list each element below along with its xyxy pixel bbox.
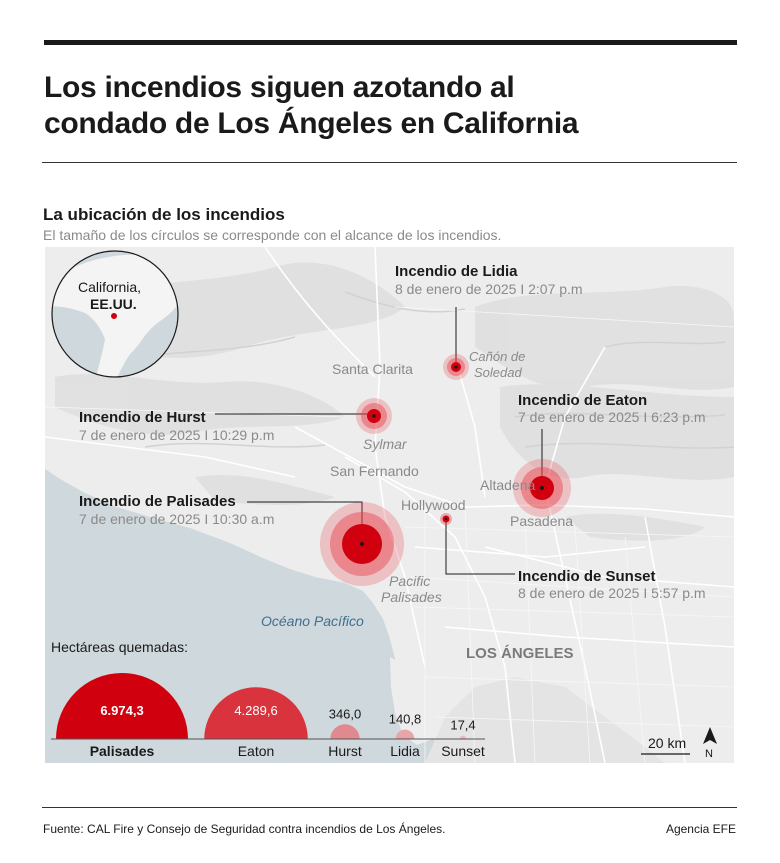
legend-value-sunset: 17,4 (450, 718, 475, 733)
north-arrow: N (703, 727, 717, 760)
fire-lidia-date: 8 de enero de 2025 I 2:07 p.m (395, 281, 583, 297)
legend-title: Hectáreas quemadas: (51, 639, 188, 655)
fire-palisades-date: 7 de enero de 2025 I 10:30 a.m (79, 511, 274, 527)
title-divider (42, 162, 737, 163)
inset-locator: California, EE.UU. (51, 250, 179, 378)
legend-name-sunset: Sunset (441, 743, 485, 759)
california-marker (111, 313, 117, 319)
fire-sunset-date: 8 de enero de 2025 I 5:57 p.m (518, 585, 706, 601)
place-canon-1: Cañón de (469, 349, 525, 364)
minor-roads (45, 306, 734, 763)
legend-value-lidia: 140,8 (389, 712, 422, 727)
peninsula (390, 657, 440, 745)
place-altadena: Altadena (480, 477, 535, 493)
place-los-angeles: LOS ÁNGELES (466, 645, 574, 662)
north-label: N (705, 748, 713, 760)
place-pacific-1: Pacific (389, 573, 430, 589)
place-san-fernando: San Fernando (330, 463, 419, 479)
legend-name-hurst: Hurst (328, 743, 362, 759)
legend-name-eaton: Eaton (238, 743, 275, 759)
page-title: Los incendios siguen azotando al condado… (44, 70, 734, 142)
fire-eaton-date: 7 de enero de 2025 I 6:23 p.m (518, 409, 706, 425)
fire-eaton-name: Incendio de Eaton (518, 392, 647, 409)
legend-labels: Palisades Eaton Hurst Lidia Sunset (90, 743, 485, 759)
section-subtitle: La ubicación de los incendios (43, 205, 285, 224)
footer-divider (42, 807, 737, 808)
fire-hurst-name: Incendio de Hurst (79, 409, 206, 426)
legend-name-palisades: Palisades (90, 743, 155, 759)
top-rule (44, 40, 737, 45)
north-america-shape (52, 254, 178, 377)
legend-value-eaton: 4.289,6 (234, 703, 277, 718)
fire-sunset (440, 513, 452, 525)
fire-lidia-name: Incendio de Lidia (395, 263, 518, 280)
legend-bubble-lidia (395, 729, 415, 739)
place-hollywood: Hollywood (401, 497, 466, 513)
scale-bar: 20 km (641, 735, 690, 755)
section-note: El tamaño de los círculos se corresponde… (43, 227, 502, 243)
fire-lidia (443, 354, 469, 380)
place-pacific-2: Palisades (381, 589, 442, 605)
legend-bubble-palisades (56, 673, 188, 739)
scale-label: 20 km (648, 735, 686, 751)
fire-sunset-name: Incendio de Sunset (518, 568, 656, 585)
fire-palisades (320, 502, 404, 586)
legend-value-hurst: 346,0 (329, 706, 362, 721)
fire-hurst (356, 398, 392, 434)
fire-hurst-date: 7 de enero de 2025 I 10:29 p.m (79, 427, 274, 443)
legend-bubbles: 6.974,3 4.289,6 346,0 140,8 17,4 (56, 673, 476, 739)
burned-area-legend: Hectáreas quemadas: 6.974,3 4.289,6 346,0 1… (51, 639, 485, 759)
road-network (45, 247, 734, 763)
terrain-relief (55, 262, 734, 541)
fires-map: California, EE.UU. (45, 247, 734, 763)
legend-bubble-eaton (204, 687, 308, 739)
legend-name-lidia: Lidia (390, 743, 420, 759)
legend-value-palisades: 6.974,3 (100, 703, 143, 718)
coast-detail (425, 677, 665, 763)
footer-agency: Agencia EFE (665, 822, 736, 836)
inset-label-2: EE.UU. (90, 296, 137, 312)
fire-eaton (513, 459, 571, 517)
footer-source: Fuente: CAL Fire y Consejo de Seguridad … (43, 822, 446, 836)
title-line-2: condado de Los Ángeles en California (44, 107, 579, 140)
inset-label-1: California, (78, 279, 141, 295)
legend-bubble-hurst (330, 724, 360, 739)
place-ocean: Océano Pacífico (261, 613, 364, 629)
legend-bubble-sunset (459, 735, 467, 739)
fire-palisades-name: Incendio de Palisades (79, 493, 236, 510)
place-santa-clarita: Santa Clarita (332, 361, 413, 377)
title-line-1: Los incendios siguen azotando al (44, 71, 515, 104)
north-arrow-icon (703, 727, 717, 744)
place-pasadena: Pasadena (510, 513, 573, 529)
place-canon-2: Soledad (474, 365, 522, 380)
place-sylmar: Sylmar (363, 436, 408, 452)
